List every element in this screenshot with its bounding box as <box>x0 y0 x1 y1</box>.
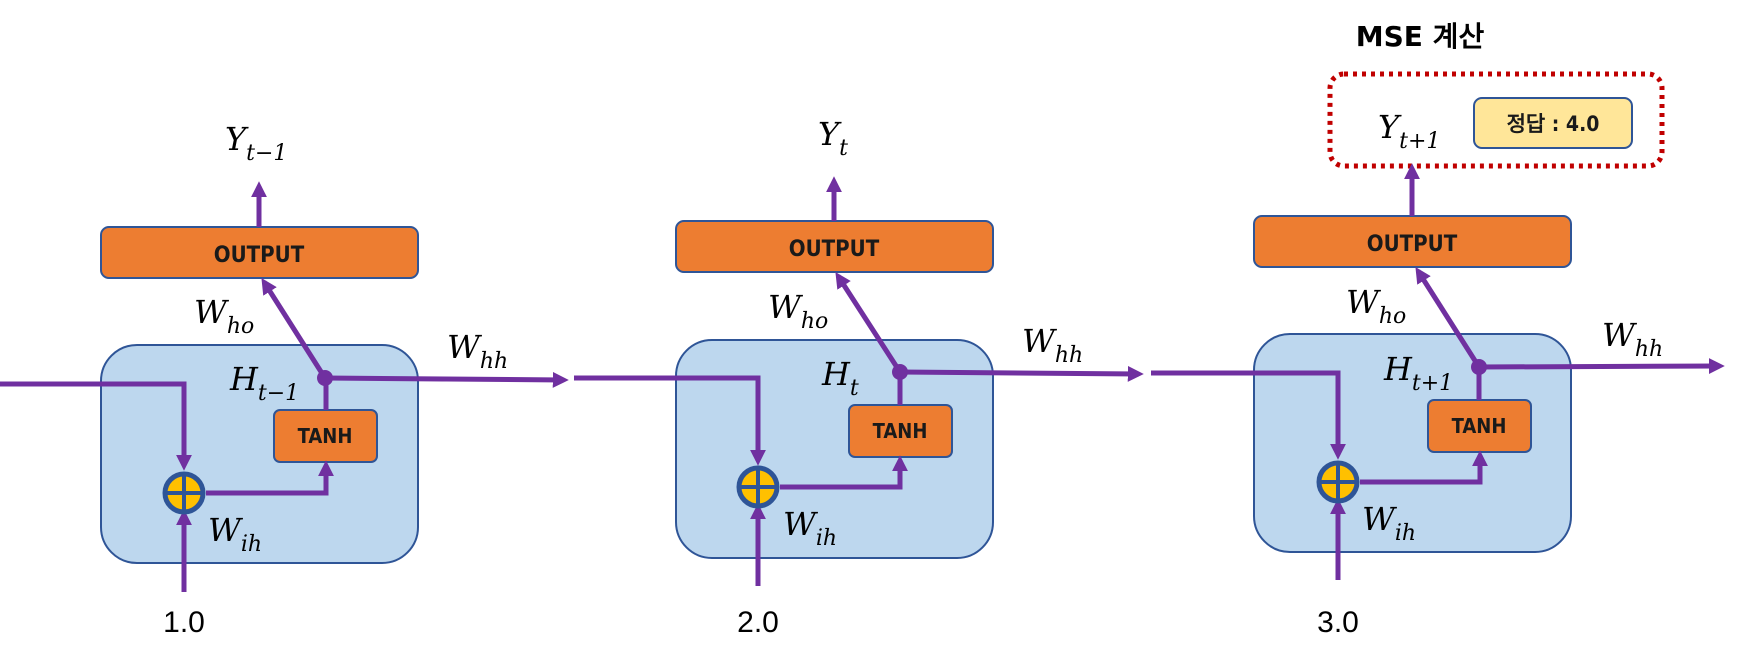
rnn-cell-1: OUTPUT TANH Yt−1 Who Ht−1 Whh Wih 1.0 <box>0 120 569 639</box>
cell-3-w-ho-label: Who <box>1346 283 1406 329</box>
cell-2-w-ho-label: Who <box>768 288 828 334</box>
cell-3-hidden-out-wire <box>1478 358 1725 375</box>
rnn-cell-3: OUTPUT TANH Yt+1 Who Ht+1 Whh Wih 3.0 <box>1151 108 1725 639</box>
cell-1-hidden-in-wire <box>0 381 193 471</box>
cell-2-hidden-node <box>892 364 908 380</box>
mse-title: MSE 계산 <box>1356 20 1485 53</box>
cell-1-hidden-node <box>317 370 333 386</box>
cell-3-hidden-node <box>1471 359 1487 375</box>
cell-3-output-label: OUTPUT <box>1367 232 1458 257</box>
cell-1-sum-to-tanh-wire <box>206 460 335 496</box>
cell-3-tanh-label: TANH <box>1452 414 1507 438</box>
cell-3-hidden-in-wire <box>1151 370 1347 460</box>
cell-1-tanh-label: TANH <box>298 424 353 448</box>
cell-3-h-label: Ht+1 <box>1383 350 1453 396</box>
cell-2-sum-icon <box>736 465 780 509</box>
answer-box <box>1473 97 1633 149</box>
cell-1-h-to-output-wire <box>261 277 328 380</box>
cell-3-w-ih-label: Wih <box>1362 500 1416 546</box>
cell-1-sum-icon <box>162 471 206 515</box>
cell-1-w-ih-label: Wih <box>208 511 262 557</box>
cell-3-sum-icon <box>1316 460 1360 504</box>
cell-1-input-value: 1.0 <box>163 606 205 639</box>
cell-2-y-label: Yt <box>818 115 848 161</box>
cell-2-output-label: OUTPUT <box>789 237 880 262</box>
cell-2-input-value: 2.0 <box>737 606 779 639</box>
cell-3-w-hh-label: Whh <box>1602 316 1663 362</box>
cell-1-y-label: Yt−1 <box>225 120 287 166</box>
answer-box-label: 정답 : 4.0 <box>1507 112 1600 136</box>
cell-2-w-ih-label: Wih <box>783 505 837 551</box>
cell-3-h-to-output-wire <box>1415 266 1482 369</box>
cell-2-sum-to-tanh-wire <box>780 455 909 490</box>
cell-1-h-label: Ht−1 <box>229 360 299 406</box>
cell-1-hidden-out-wire <box>324 371 569 388</box>
cell-1-w-hh-label: Whh <box>447 328 508 374</box>
cell-1-w-ho-label: Who <box>194 293 254 339</box>
cell-2-h-label: Ht <box>821 355 859 401</box>
cell-2-h-to-output-wire <box>835 271 903 374</box>
cell-1-output-label: OUTPUT <box>214 243 305 268</box>
cell-3-sum-to-tanh-wire <box>1360 450 1489 485</box>
rnn-cell-2: OUTPUT TANH Yt Who Ht Whh Wih 2.0 <box>574 115 1144 639</box>
cell-3-y-label: Yt+1 <box>1378 108 1440 154</box>
cell-2-hidden-out-wire <box>899 365 1144 382</box>
cell-2-w-hh-label: Whh <box>1022 322 1083 368</box>
cell-2-tanh-label: TANH <box>873 419 928 443</box>
cell-3-input-value: 3.0 <box>1317 606 1359 639</box>
cell-2-hidden-in-wire <box>574 375 767 466</box>
